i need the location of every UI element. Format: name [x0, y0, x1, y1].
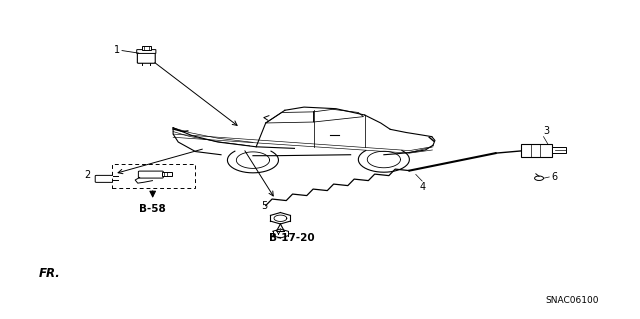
- Bar: [142, 46, 151, 50]
- Text: B-17-20: B-17-20: [269, 233, 315, 243]
- Bar: [162, 172, 172, 176]
- Text: SNAC06100: SNAC06100: [545, 296, 599, 305]
- Bar: [113, 164, 195, 188]
- Text: 5: 5: [260, 201, 267, 211]
- Text: 6: 6: [551, 172, 557, 182]
- Bar: [521, 144, 552, 157]
- FancyBboxPatch shape: [95, 175, 115, 182]
- Text: 2: 2: [84, 170, 90, 180]
- Text: B-58: B-58: [140, 204, 166, 214]
- FancyBboxPatch shape: [138, 52, 156, 63]
- FancyBboxPatch shape: [138, 171, 163, 178]
- Text: FR.: FR.: [39, 267, 61, 280]
- Text: 3: 3: [543, 126, 550, 136]
- Text: 4: 4: [419, 182, 425, 192]
- Text: 1: 1: [114, 45, 120, 55]
- Circle shape: [534, 176, 543, 181]
- Bar: [552, 147, 566, 153]
- FancyBboxPatch shape: [137, 50, 156, 53]
